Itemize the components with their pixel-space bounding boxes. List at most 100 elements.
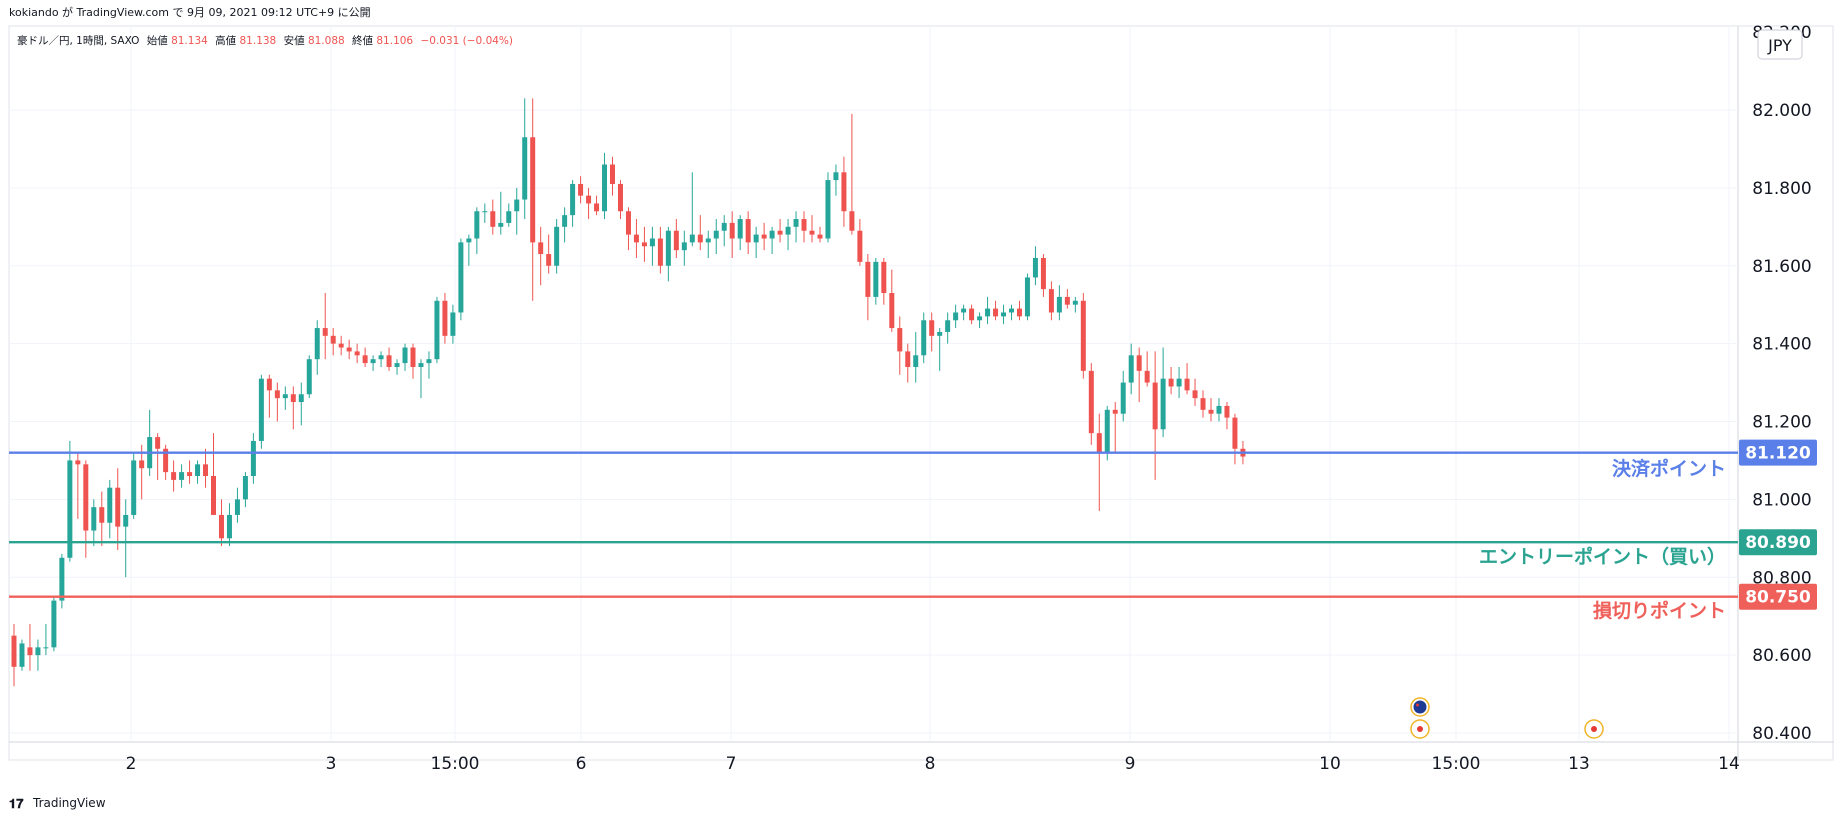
candle-body [961, 308, 967, 313]
candle [43, 623, 49, 656]
candle [1048, 281, 1054, 321]
candle-body [705, 238, 711, 243]
candle-body [689, 234, 695, 243]
candle [1152, 351, 1158, 480]
candle [450, 304, 456, 344]
candle [322, 293, 328, 360]
candle-body [745, 219, 751, 243]
candle-body [330, 335, 336, 344]
candle-body [27, 647, 33, 656]
candle [506, 203, 512, 227]
time-axis[interactable]: 2 3 15:00 6 7 8 9 10 15:00 13 14 [126, 754, 1740, 774]
candle-body [442, 300, 448, 336]
candle-body [434, 300, 440, 360]
candle-body [546, 254, 552, 266]
candle [546, 234, 552, 274]
candle-body [1064, 296, 1070, 305]
candle-body [809, 230, 815, 235]
y-tick-label: 81.000 [1752, 490, 1811, 510]
candle-body [578, 183, 584, 196]
candle-body [777, 230, 783, 235]
price-axis[interactable]: 82.000 81.800 81.600 81.400 81.200 81.000 80.8… [1752, 23, 1811, 744]
candle [769, 226, 775, 255]
flag-field [1413, 700, 1427, 714]
candle-body [1040, 257, 1046, 290]
candle-body [753, 234, 759, 243]
candle-body [426, 359, 432, 364]
candle-body [99, 507, 105, 523]
candle-body [570, 183, 576, 216]
candle-body [59, 557, 65, 601]
candle-body [370, 359, 376, 364]
candle-body [841, 172, 847, 212]
candle [1064, 289, 1070, 309]
candle [211, 433, 216, 515]
candle-body [274, 390, 280, 399]
candle [1216, 398, 1222, 422]
candle-body [985, 308, 991, 317]
candle [1200, 390, 1206, 418]
candle-body [466, 238, 472, 243]
candle [1009, 304, 1014, 321]
candle-body [697, 234, 703, 243]
candle [35, 639, 41, 671]
candle-body [394, 363, 400, 367]
candle-body [1104, 409, 1110, 453]
hline-price-tag [1739, 529, 1817, 556]
symbol-name: 豪ドル／円, 1時間, SAXO [17, 34, 139, 47]
candle [1104, 405, 1110, 461]
candle [490, 199, 496, 235]
candle-body [737, 219, 743, 239]
candle [203, 448, 209, 488]
candle [649, 226, 655, 266]
chart-grid [8, 25, 1834, 761]
x-tick-label: 15:00 [431, 754, 480, 774]
candle-body [1192, 390, 1198, 399]
candle [226, 503, 232, 547]
candle [753, 226, 759, 258]
candle-body [649, 238, 655, 247]
candle [466, 234, 472, 266]
candle [530, 98, 536, 301]
candle [817, 226, 823, 243]
candle-body [921, 320, 927, 356]
hline-price-label: 80.890 [1745, 533, 1811, 553]
candle-body [386, 355, 392, 367]
candle [1088, 363, 1094, 445]
candle [929, 312, 935, 352]
candle [1168, 366, 1174, 395]
close-label: 終値 [352, 34, 373, 47]
candle [617, 180, 623, 220]
candle [338, 335, 344, 356]
candle [785, 219, 791, 251]
candle [937, 328, 943, 371]
candle-body [211, 476, 216, 515]
horizontal-lines: 81.120 決済ポイント 80.890 エントリーポイント（買い） 80.750 損切り… [9, 439, 1817, 622]
currency-badge[interactable]: JPY [1757, 29, 1803, 60]
candle [665, 226, 671, 282]
candle [242, 472, 248, 508]
candle [1001, 304, 1007, 325]
hline-price-label: 80.750 [1745, 588, 1811, 608]
candle [594, 195, 600, 216]
candle [19, 639, 25, 671]
candle-body [617, 183, 623, 212]
candle-body [51, 600, 57, 648]
candle-body [665, 230, 671, 266]
candle [737, 215, 743, 251]
candle [1232, 413, 1238, 465]
candle-body [817, 234, 823, 239]
candle [689, 172, 695, 247]
candle [1056, 285, 1062, 321]
close-value: 81.106 [376, 35, 413, 47]
y-tick-label: 82.000 [1752, 101, 1811, 121]
candle [266, 374, 272, 418]
candle [1096, 413, 1102, 512]
tradingview-logo[interactable]: 𝟏𝟕 TradingView [9, 796, 106, 812]
candle [729, 211, 735, 258]
y-tick-label: 81.600 [1752, 257, 1811, 277]
candle-body [977, 316, 983, 321]
candle-body [139, 460, 145, 469]
x-tick-label: 8 [925, 754, 936, 774]
